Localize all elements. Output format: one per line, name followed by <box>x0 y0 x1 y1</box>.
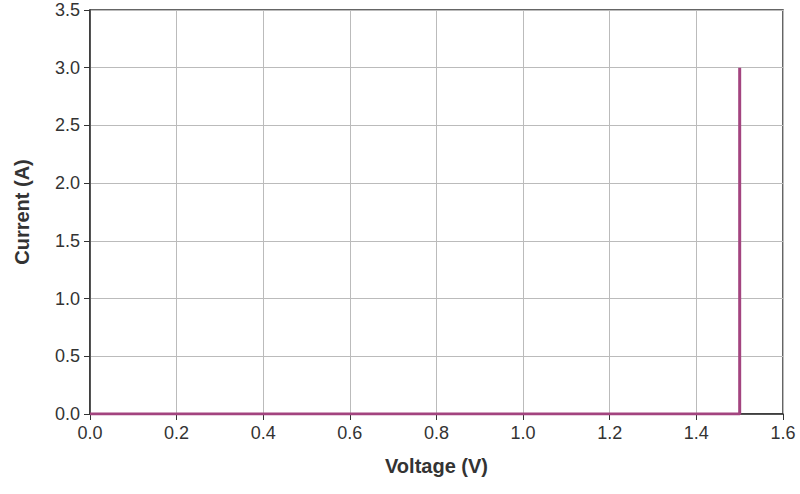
svg-text:0.6: 0.6 <box>337 423 362 443</box>
svg-text:2.5: 2.5 <box>55 115 80 135</box>
svg-text:0.2: 0.2 <box>164 423 189 443</box>
svg-text:0.0: 0.0 <box>77 423 102 443</box>
svg-text:Current (A): Current (A) <box>11 159 33 265</box>
svg-text:2.0: 2.0 <box>55 173 80 193</box>
svg-text:0.8: 0.8 <box>424 423 449 443</box>
svg-text:0.5: 0.5 <box>55 346 80 366</box>
svg-text:Voltage (V): Voltage (V) <box>385 455 488 477</box>
svg-text:1.5: 1.5 <box>55 231 80 251</box>
svg-text:1.4: 1.4 <box>684 423 709 443</box>
svg-text:3.0: 3.0 <box>55 58 80 78</box>
svg-text:1.2: 1.2 <box>597 423 622 443</box>
svg-text:3.5: 3.5 <box>55 0 80 20</box>
svg-text:0.4: 0.4 <box>251 423 276 443</box>
svg-text:1.6: 1.6 <box>770 423 795 443</box>
svg-text:0.0: 0.0 <box>55 404 80 424</box>
svg-text:1.0: 1.0 <box>511 423 536 443</box>
svg-text:1.0: 1.0 <box>55 289 80 309</box>
